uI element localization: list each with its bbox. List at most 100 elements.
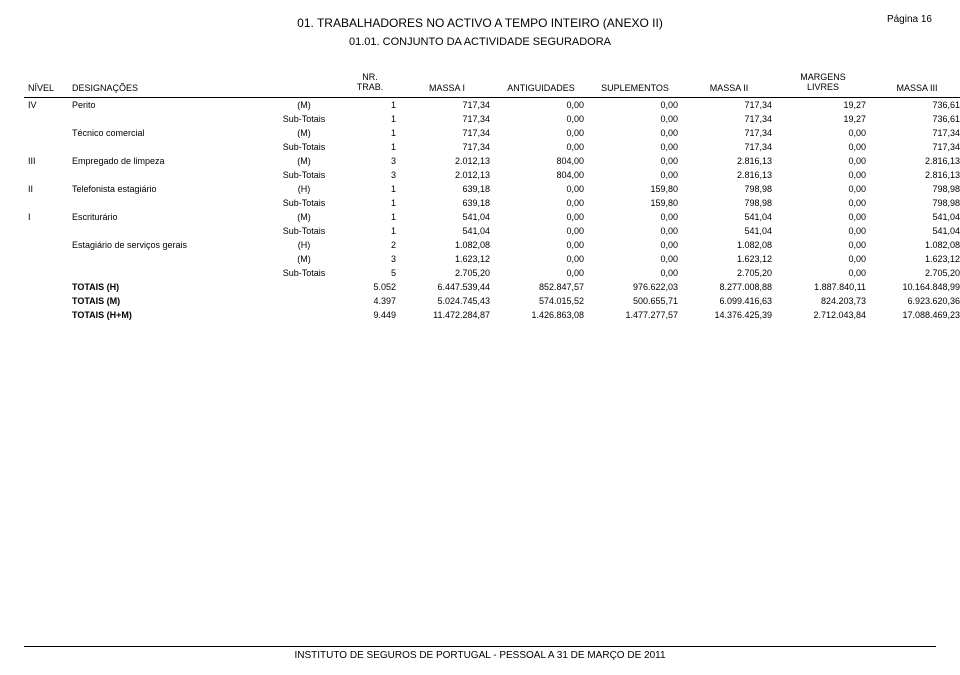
- page-subtitle: 01.01. CONJUNTO DA ACTIVIDADE SEGURADORA: [24, 36, 936, 48]
- cell-nr: 1: [340, 182, 400, 196]
- cell-nr: 1: [340, 224, 400, 238]
- cell-marker: Sub-Totais: [268, 168, 340, 182]
- totals-label: TOTAIS (H): [68, 280, 340, 294]
- cell-massa3: 736,61: [870, 112, 960, 126]
- cell-massa3: 6.923.620,36: [870, 294, 960, 308]
- cell-massa1: 2.705,20: [400, 266, 494, 280]
- cell-massa3: 541,04: [870, 210, 960, 224]
- cell-margens: 0,00: [776, 238, 870, 252]
- cell-margens: 824.203,73: [776, 294, 870, 308]
- page-title: 01. TRABALHADORES NO ACTIVO A TEMPO INTE…: [24, 16, 936, 30]
- cell-antiguidades: 574.015,52: [494, 294, 588, 308]
- cell-massa1: 717,34: [400, 97, 494, 112]
- cell-marker: (M): [268, 97, 340, 112]
- cell-massa3: 798,98: [870, 196, 960, 210]
- cell-margens: 0,00: [776, 252, 870, 266]
- cell-designacao: [68, 168, 268, 182]
- cell-massa1: 639,18: [400, 196, 494, 210]
- col-margens-l2: LIVRES: [780, 82, 866, 92]
- cell-margens: 0,00: [776, 182, 870, 196]
- cell-suplementos: 0,00: [588, 252, 682, 266]
- cell-massa2: 717,34: [682, 140, 776, 154]
- totals-row: TOTAIS (H)5.0526.447.539,44852.847,57976…: [24, 280, 960, 294]
- cell-massa1: 6.447.539,44: [400, 280, 494, 294]
- cell-massa1: 1.623,12: [400, 252, 494, 266]
- table-row: IEscriturário(M)1541,040,000,00541,040,0…: [24, 210, 960, 224]
- cell-designacao: Telefonista estagiário: [68, 182, 268, 196]
- cell-nr: 1: [340, 112, 400, 126]
- cell-designacao: [68, 224, 268, 238]
- col-margens-l1: MARGENS: [780, 72, 866, 82]
- cell-suplementos: 0,00: [588, 126, 682, 140]
- cell-nivel: [24, 280, 68, 294]
- cell-massa2: 798,98: [682, 196, 776, 210]
- cell-designacao: [68, 112, 268, 126]
- col-margens: MARGENS LIVRES: [776, 66, 870, 97]
- table-row: IIIEmpregado de limpeza(M)32.012,13804,0…: [24, 154, 960, 168]
- cell-massa2: 717,34: [682, 112, 776, 126]
- cell-designacao: Empregado de limpeza: [68, 154, 268, 168]
- cell-antiguidades: 852.847,57: [494, 280, 588, 294]
- cell-suplementos: 500.655,71: [588, 294, 682, 308]
- cell-nivel: [24, 126, 68, 140]
- totals-row: TOTAIS (H+M)9.44911.472.284,871.426.863,…: [24, 308, 960, 322]
- table-row: Sub-Totais52.705,200,000,002.705,200,002…: [24, 266, 960, 280]
- col-marker: [268, 66, 340, 97]
- cell-nr: 1: [340, 97, 400, 112]
- cell-antiguidades: 0,00: [494, 266, 588, 280]
- table-row: (M)31.623,120,000,001.623,120,001.623,12: [24, 252, 960, 266]
- cell-antiguidades: 804,00: [494, 154, 588, 168]
- cell-massa1: 1.082,08: [400, 238, 494, 252]
- cell-massa3: 2.816,13: [870, 168, 960, 182]
- cell-nivel: [24, 238, 68, 252]
- cell-marker: (H): [268, 238, 340, 252]
- cell-nr: 1: [340, 126, 400, 140]
- cell-nr: 9.449: [340, 308, 400, 322]
- data-table: NÍVEL DESIGNAÇÕES NR. TRAB. MASSA I ANTI…: [24, 66, 960, 322]
- cell-nr: 3: [340, 154, 400, 168]
- cell-margens: 0,00: [776, 140, 870, 154]
- cell-margens: 2.712.043,84: [776, 308, 870, 322]
- cell-massa2: 717,34: [682, 97, 776, 112]
- cell-suplementos: 0,00: [588, 266, 682, 280]
- col-massa3: MASSA III: [870, 66, 960, 97]
- cell-nr: 1: [340, 140, 400, 154]
- cell-nr: 4.397: [340, 294, 400, 308]
- cell-massa2: 2.705,20: [682, 266, 776, 280]
- header-block: 01. TRABALHADORES NO ACTIVO A TEMPO INTE…: [24, 16, 936, 48]
- cell-designacao: [68, 196, 268, 210]
- cell-margens: 0,00: [776, 126, 870, 140]
- page: Página 16 01. TRABALHADORES NO ACTIVO A …: [0, 0, 960, 675]
- cell-antiguidades: 804,00: [494, 168, 588, 182]
- cell-nr: 1: [340, 210, 400, 224]
- cell-marker: (M): [268, 126, 340, 140]
- cell-suplementos: 1.477.277,57: [588, 308, 682, 322]
- cell-massa2: 541,04: [682, 210, 776, 224]
- col-massa1: MASSA I: [400, 66, 494, 97]
- cell-margens: 19,27: [776, 112, 870, 126]
- cell-margens: 19,27: [776, 97, 870, 112]
- cell-massa2: 6.099.416,63: [682, 294, 776, 308]
- cell-nivel: [24, 140, 68, 154]
- cell-margens: 0,00: [776, 210, 870, 224]
- cell-nivel: [24, 168, 68, 182]
- cell-marker: Sub-Totais: [268, 140, 340, 154]
- cell-marker: (M): [268, 252, 340, 266]
- table-row: Sub-Totais1717,340,000,00717,340,00717,3…: [24, 140, 960, 154]
- cell-nr: 5.052: [340, 280, 400, 294]
- cell-suplementos: 0,00: [588, 140, 682, 154]
- cell-marker: (M): [268, 154, 340, 168]
- cell-suplementos: 0,00: [588, 154, 682, 168]
- cell-suplementos: 976.622,03: [588, 280, 682, 294]
- cell-massa3: 541,04: [870, 224, 960, 238]
- cell-massa3: 17.088.469,23: [870, 308, 960, 322]
- cell-suplementos: 159,80: [588, 182, 682, 196]
- cell-nr: 3: [340, 168, 400, 182]
- table-row: Técnico comercial(M)1717,340,000,00717,3…: [24, 126, 960, 140]
- cell-nivel: I: [24, 210, 68, 224]
- cell-massa1: 541,04: [400, 224, 494, 238]
- totals-label: TOTAIS (H+M): [68, 308, 340, 322]
- table-header-row: NÍVEL DESIGNAÇÕES NR. TRAB. MASSA I ANTI…: [24, 66, 960, 97]
- cell-massa3: 1.082,08: [870, 238, 960, 252]
- cell-margens: 0,00: [776, 266, 870, 280]
